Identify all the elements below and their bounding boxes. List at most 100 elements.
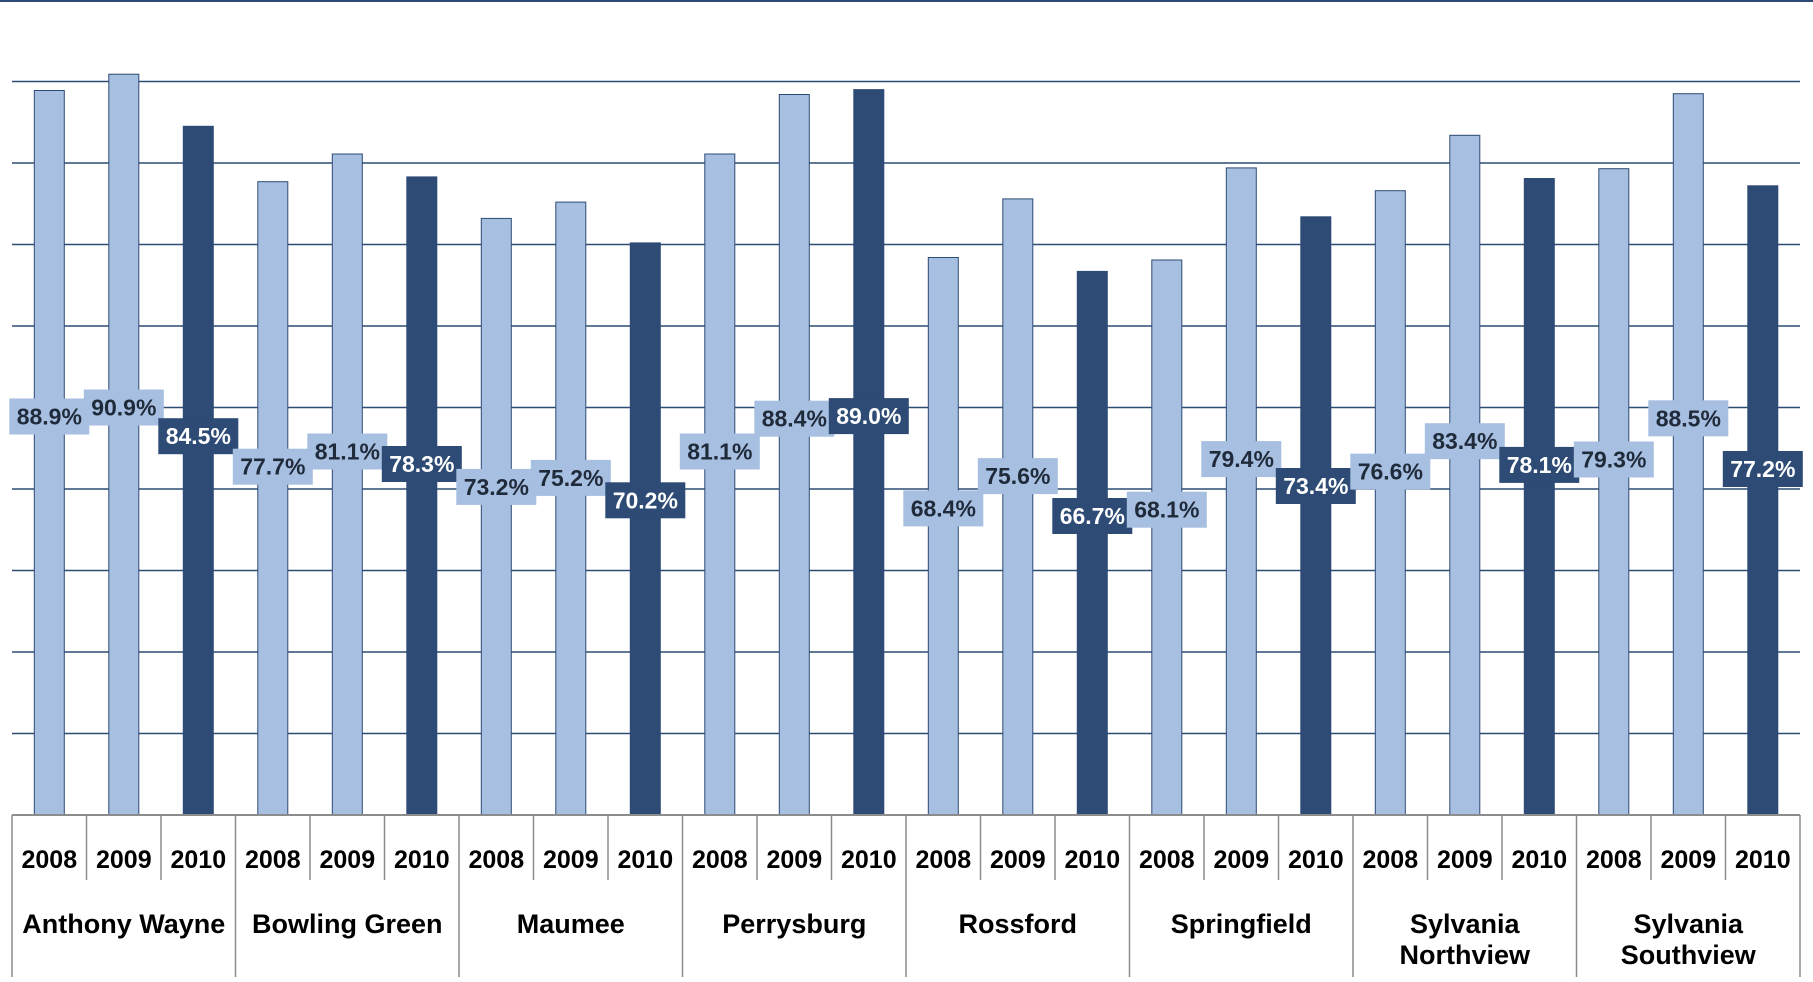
data-label-box bbox=[1275, 468, 1356, 504]
category-axis: 2008 2009 2010 Anthony Wayne 2008 2009 2010 Bow… bbox=[11, 814, 1801, 977]
data-label-box bbox=[1424, 423, 1505, 460]
data-label-box bbox=[381, 446, 462, 482]
data-label: 68.4% bbox=[911, 495, 976, 521]
bar bbox=[257, 181, 289, 816]
category-label: Northview bbox=[1400, 940, 1532, 970]
year-tick-label: 2010 bbox=[1288, 846, 1344, 874]
year-tick-label: 2009 bbox=[1213, 846, 1269, 874]
data-label: 78.3% bbox=[389, 451, 454, 477]
bar bbox=[927, 257, 959, 816]
data-label-box bbox=[158, 418, 239, 455]
data-labels: 88.9% 90.9% 84.5% 77.7% 81.1% 78.3% 73.2% 75.2%… bbox=[9, 389, 1803, 534]
data-label-box bbox=[679, 433, 760, 470]
category-label: Perrysburg bbox=[722, 909, 866, 939]
data-label: 88.9% bbox=[17, 404, 82, 430]
year-tick-label: 2008 bbox=[1139, 846, 1195, 874]
data-label-box bbox=[1126, 491, 1207, 528]
data-label: 75.2% bbox=[538, 465, 603, 491]
data-label: 70.2% bbox=[613, 487, 678, 513]
bar bbox=[1523, 178, 1555, 816]
category-label: Southview bbox=[1621, 940, 1757, 970]
bar bbox=[1672, 93, 1704, 816]
data-label-box bbox=[232, 448, 313, 485]
category-label: Sylvania bbox=[1410, 909, 1521, 939]
data-label-box bbox=[1052, 498, 1133, 534]
year-tick-label: 2010 bbox=[617, 846, 673, 874]
year-tick-label: 2008 bbox=[21, 846, 77, 874]
data-label-box bbox=[456, 468, 537, 505]
bar bbox=[1449, 134, 1481, 816]
data-label-box bbox=[307, 433, 388, 470]
category-label: Rossford bbox=[959, 909, 1078, 939]
data-label-box bbox=[1722, 451, 1803, 487]
year-tick-label: 2009 bbox=[766, 846, 822, 874]
data-label-box bbox=[1648, 400, 1729, 437]
year-tick-label: 2009 bbox=[990, 846, 1046, 874]
data-label: 76.6% bbox=[1358, 459, 1423, 485]
bar bbox=[1374, 190, 1406, 816]
data-label-box bbox=[903, 490, 984, 527]
bar bbox=[704, 153, 736, 816]
year-tick-label: 2008 bbox=[468, 846, 524, 874]
data-label: 81.1% bbox=[687, 439, 752, 465]
year-tick-label: 2010 bbox=[841, 846, 897, 874]
year-tick-label: 2008 bbox=[245, 846, 301, 874]
bar bbox=[1002, 198, 1034, 816]
year-tick-label: 2009 bbox=[1660, 846, 1716, 874]
bar bbox=[108, 73, 140, 816]
data-label: 75.6% bbox=[985, 463, 1050, 489]
category-label: Bowling Green bbox=[252, 909, 443, 939]
bar bbox=[406, 176, 438, 816]
bar bbox=[1225, 167, 1257, 816]
data-label-box bbox=[828, 398, 909, 435]
bar bbox=[331, 153, 363, 816]
data-label-box bbox=[754, 400, 835, 437]
year-tick-label: 2009 bbox=[96, 846, 152, 874]
data-label-box bbox=[1573, 441, 1654, 478]
data-label-box bbox=[9, 398, 90, 435]
data-label-box bbox=[1350, 453, 1431, 490]
bar bbox=[33, 90, 65, 816]
year-tick-label: 2010 bbox=[1511, 846, 1567, 874]
data-label-box bbox=[1499, 446, 1580, 483]
bar bbox=[555, 201, 587, 816]
bars bbox=[33, 73, 1779, 816]
bar bbox=[1151, 259, 1183, 816]
category-label: Sylvania bbox=[1634, 909, 1745, 939]
year-tick-label: 2008 bbox=[1362, 846, 1418, 874]
year-tick-label: 2008 bbox=[692, 846, 748, 874]
category-label: Anthony Wayne bbox=[22, 909, 225, 939]
category-label: Maumee bbox=[517, 909, 625, 939]
bar bbox=[629, 242, 661, 816]
data-label: 88.5% bbox=[1656, 405, 1721, 431]
data-label: 90.9% bbox=[91, 395, 156, 421]
data-label: 66.7% bbox=[1060, 503, 1125, 529]
year-tick-label: 2009 bbox=[319, 846, 375, 874]
year-tick-label: 2010 bbox=[170, 846, 226, 874]
year-tick-label: 2008 bbox=[915, 846, 971, 874]
data-label: 79.3% bbox=[1581, 447, 1646, 473]
bar bbox=[778, 94, 810, 816]
data-label: 79.4% bbox=[1209, 446, 1274, 472]
data-label: 68.1% bbox=[1134, 497, 1199, 523]
data-label-box bbox=[1201, 441, 1282, 478]
year-tick-label: 2009 bbox=[1437, 846, 1493, 874]
data-label: 78.1% bbox=[1507, 452, 1572, 478]
bar bbox=[182, 125, 214, 816]
data-label-box bbox=[977, 458, 1058, 495]
bar bbox=[853, 89, 885, 816]
data-label-box bbox=[530, 459, 611, 496]
data-label-box bbox=[605, 482, 686, 519]
data-label: 81.1% bbox=[315, 439, 380, 465]
bar bbox=[1598, 168, 1630, 816]
data-label: 88.4% bbox=[762, 406, 827, 432]
data-label: 84.5% bbox=[166, 423, 231, 449]
bar bbox=[480, 217, 512, 816]
data-label: 77.7% bbox=[240, 454, 305, 480]
year-tick-label: 2009 bbox=[543, 846, 599, 874]
data-label-box bbox=[83, 389, 164, 426]
bar bbox=[1076, 270, 1108, 816]
year-tick-label: 2008 bbox=[1586, 846, 1642, 874]
